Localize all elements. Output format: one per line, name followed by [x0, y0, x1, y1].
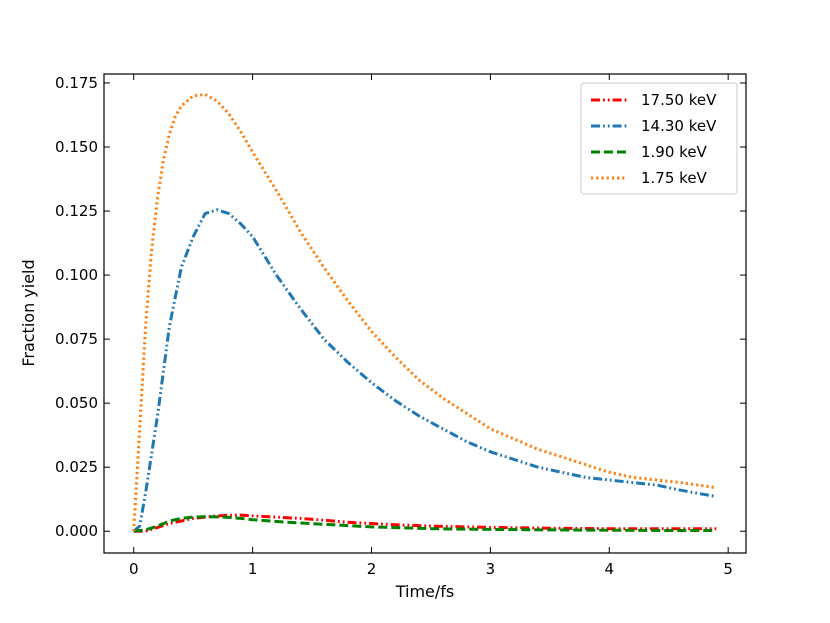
- series-line-14-30-kev: [132, 208, 717, 533]
- y-tick-label: 0.175: [55, 74, 98, 92]
- series-line-1-75-kev: [132, 93, 717, 532]
- y-tick-label: 0.000: [55, 522, 98, 540]
- x-tick-label: 4: [605, 560, 615, 578]
- plot-frame: [103, 73, 747, 554]
- legend-label: 1.75 keV: [641, 169, 708, 187]
- x-tick-label: 1: [248, 560, 258, 578]
- y-tick-label: 0.150: [55, 138, 98, 156]
- legend-frame: [580, 82, 738, 195]
- x-tick-label: 3: [486, 560, 496, 578]
- series-line-17-50-kev: [133, 513, 717, 533]
- series-line-1-90-kev: [133, 515, 717, 533]
- legend-label: 17.50 keV: [641, 91, 717, 109]
- legend-label: 1.90 keV: [641, 143, 708, 161]
- y-axis: 0.000 0.025 0.050 0.075 0.100 0.125 0.150 0.175: [55, 74, 746, 540]
- legend: 17.50 keV 14.30 keV 1.90 keV 1.75 keV: [580, 82, 738, 195]
- x-tick-label: 2: [367, 560, 377, 578]
- series-layer: [132, 93, 717, 533]
- y-axis-label: Fraction yield: [19, 259, 38, 366]
- x-tick-label: 5: [723, 560, 733, 578]
- y-tick-label: 0.125: [55, 202, 98, 220]
- x-tick-label: 0: [129, 560, 139, 578]
- y-tick-label: 0.050: [55, 394, 98, 412]
- y-tick-label: 0.025: [55, 458, 98, 476]
- x-axis-label: Time/fs: [395, 582, 455, 601]
- y-tick-label: 0.100: [55, 266, 98, 284]
- x-axis: 0 1 2 3 4 5: [129, 74, 733, 578]
- y-tick-label: 0.075: [55, 330, 98, 348]
- legend-label: 14.30 keV: [641, 117, 717, 135]
